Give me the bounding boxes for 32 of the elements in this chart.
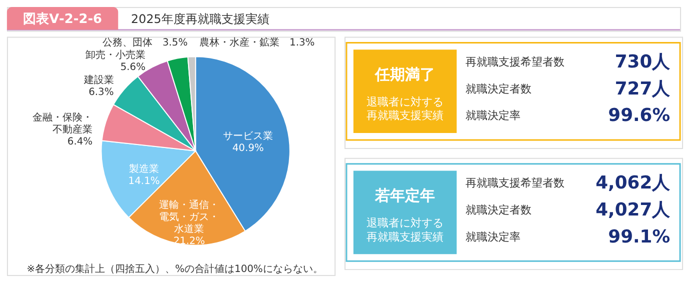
category-label: 再就職支援希望者数 — [466, 176, 565, 190]
text: 任期満了 — [374, 65, 436, 84]
slice-label: 建設業 — [82, 74, 114, 86]
slice-label: 運輸・通信・電気・ガス・水道業 — [159, 199, 220, 235]
text: 退職者に対する再就職支援実績 — [366, 95, 444, 122]
category-label: 再就職支援希望者数 — [466, 56, 565, 69]
text: 727人 — [614, 78, 670, 100]
slice-label: 農林・水産・鉱業 1.3% — [200, 36, 315, 49]
slice-label: 金融・保険・不動産業 — [32, 112, 93, 136]
slice-label: 公務、団体 3.5% — [102, 36, 188, 49]
data-label: 6.4% — [67, 136, 93, 148]
category-label: 就職決定者数 — [466, 82, 532, 96]
data-label: 40.9% — [232, 142, 264, 154]
chart-title: 2025年度再就職支援実績 — [131, 12, 270, 26]
data-label: 5.6% — [120, 62, 146, 73]
text: 若年定年 — [374, 186, 436, 205]
text: 730人 — [614, 52, 670, 73]
category-label: 就職決定率 — [466, 230, 521, 244]
slice-label: 卸売・小売業 — [86, 48, 146, 61]
text: 99.1% — [608, 226, 670, 248]
text: ※各分類の集計上（四捨五入）、%の合計値は100%にならない。 — [26, 263, 323, 276]
text: 4,027人 — [596, 199, 670, 220]
slice-label: 製造業 — [129, 162, 160, 175]
data-label: 14.1% — [128, 176, 160, 187]
data-label: 6.3% — [88, 87, 114, 98]
slice-label: サービス業 — [223, 130, 274, 142]
category-label: 就職決定率 — [466, 109, 521, 122]
text: 退職者に対する再就職支援実績 — [366, 216, 444, 244]
text: 99.6% — [608, 105, 670, 126]
text: 4,062人 — [596, 172, 670, 194]
text: 図表Ⅴ-2-2-6 — [23, 12, 102, 27]
category-label: 就職決定者数 — [466, 203, 532, 216]
